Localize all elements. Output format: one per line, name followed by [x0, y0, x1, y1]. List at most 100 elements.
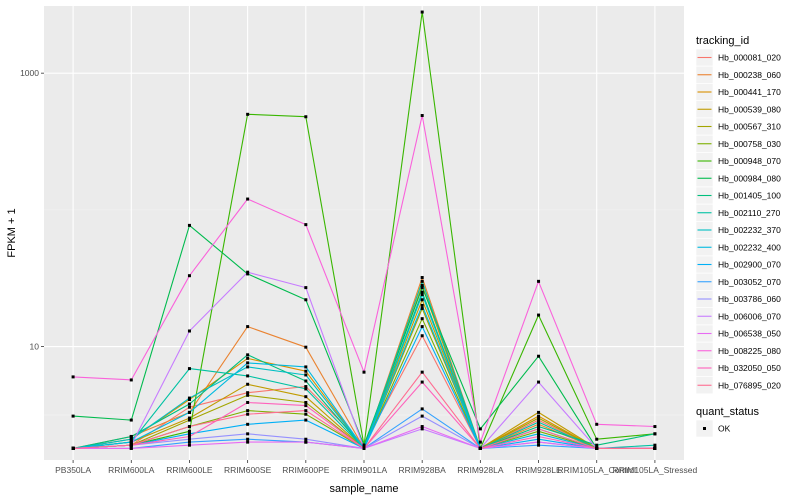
data-point [187, 402, 191, 406]
data-point [537, 279, 541, 283]
y-tick-label: 1000 [20, 68, 39, 78]
data-point [304, 385, 308, 389]
data-point [537, 443, 541, 447]
legend-label: Hb_000758_030 [718, 139, 781, 149]
data-point [246, 432, 250, 436]
data-point [420, 407, 424, 411]
data-point [246, 112, 250, 116]
data-point [595, 446, 599, 450]
data-point [420, 414, 424, 418]
data-point [304, 115, 308, 119]
x-tick-label: RRIM928BA [399, 465, 447, 475]
x-tick-label: RRIM928LA [457, 465, 504, 475]
legend: tracking_id Hb_000081_020Hb_000238_060Hb… [695, 35, 781, 438]
data-point [246, 440, 250, 444]
legend-label: Hb_006006_070 [718, 311, 781, 321]
data-point [187, 405, 191, 409]
data-point [246, 270, 250, 274]
data-point [420, 114, 424, 118]
data-point [304, 404, 308, 408]
data-point [304, 395, 308, 399]
data-point [537, 434, 541, 438]
data-point [246, 272, 250, 276]
data-point [129, 443, 133, 447]
data-point [420, 380, 424, 384]
legend-label: Hb_002232_400 [718, 242, 781, 252]
x-axis: PB350LA RRIM600LA RRIM600LE RRIM600SE RRIM60… [55, 460, 697, 475]
legend-label: Hb_000238_060 [718, 70, 781, 80]
data-point [304, 379, 308, 383]
data-point [537, 425, 541, 429]
data-point [537, 420, 541, 424]
shape-legend-title: quant_status [696, 406, 759, 418]
data-point [478, 440, 482, 444]
legend-label: Hb_002232_370 [718, 225, 781, 235]
x-tick-label: RRIM600PE [282, 465, 330, 475]
legend-label: Hb_000081_020 [718, 53, 781, 63]
legend-label: Hb_032050_050 [718, 363, 781, 373]
data-point [595, 443, 599, 447]
data-point [304, 223, 308, 227]
data-point [420, 276, 424, 280]
data-point [246, 391, 250, 395]
data-point [420, 317, 424, 321]
legend-label: Hb_003786_060 [718, 294, 781, 304]
series-points [71, 10, 657, 450]
data-point [420, 286, 424, 290]
data-point [653, 446, 657, 450]
shape-legend-label: OK [718, 424, 731, 434]
data-point [187, 416, 191, 420]
shape-legend-point [703, 427, 706, 430]
data-point [246, 400, 250, 404]
data-point [420, 279, 424, 283]
data-point [420, 306, 424, 310]
legend-label: Hb_076895_020 [718, 380, 781, 390]
legend-label: Hb_000441_170 [718, 87, 781, 97]
data-point [246, 437, 250, 441]
y-axis-title: FPKM + 1 [6, 208, 18, 257]
data-point [246, 353, 250, 357]
data-point [595, 422, 599, 426]
data-point [187, 425, 191, 429]
data-point [537, 380, 541, 384]
data-point [246, 382, 250, 386]
x-tick-label: RRIM600SE [224, 465, 272, 475]
data-point [420, 427, 424, 431]
y-tick-label: 10 [30, 342, 40, 352]
legend-label: Hb_002900_070 [718, 260, 781, 270]
data-point [187, 440, 191, 444]
data-point [304, 418, 308, 422]
data-point [246, 365, 250, 369]
data-point [129, 434, 133, 438]
data-point [246, 325, 250, 329]
data-point [246, 393, 250, 397]
data-point [71, 414, 75, 418]
data-point [420, 298, 424, 302]
legend-title: tracking_id [696, 35, 749, 47]
legend-label: Hb_000539_080 [718, 104, 781, 114]
data-point [478, 427, 482, 431]
legend-label: Hb_003052_070 [718, 277, 781, 287]
data-point [304, 286, 308, 290]
data-point [304, 400, 308, 404]
data-point [129, 437, 133, 441]
data-point [420, 303, 424, 307]
x-tick-label: RRIM105LA_Stressed [613, 465, 698, 475]
data-point [187, 429, 191, 433]
x-tick-label: RRIM901LA [341, 465, 388, 475]
data-point [653, 425, 657, 429]
data-point [246, 409, 250, 413]
data-point [420, 10, 424, 14]
y-axis: 10 1000 [20, 68, 44, 352]
x-tick-label: RRIM105LA_Control [558, 465, 637, 475]
data-point [304, 387, 308, 391]
data-point [187, 418, 191, 422]
legend-items: Hb_000081_020 Hb_000238_060 Hb_000441_170 H… [695, 48, 781, 395]
data-point [129, 378, 133, 382]
data-point [537, 416, 541, 420]
data-point [420, 334, 424, 338]
data-point [304, 369, 308, 373]
data-point [304, 345, 308, 349]
legend-label: Hb_006538_050 [718, 329, 781, 339]
x-tick-label: PB350LA [55, 465, 91, 475]
